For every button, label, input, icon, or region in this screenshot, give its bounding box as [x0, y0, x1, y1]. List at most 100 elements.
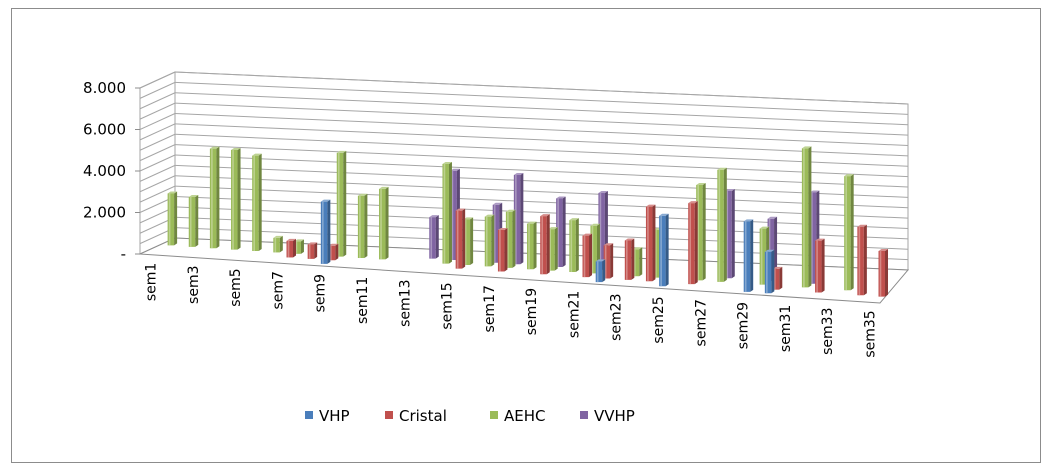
- x-tick-label: sem27: [693, 299, 709, 346]
- gridline-side: [139, 92, 176, 110]
- y-tick-label: -: [121, 245, 126, 263]
- bar-vhp-sem22: [595, 259, 606, 283]
- gridline: [174, 175, 909, 209]
- x-tick-label: sem23: [609, 294, 625, 341]
- gridline: [174, 164, 909, 198]
- bar-cristal-sem22: [603, 243, 614, 279]
- gridline-side: [139, 175, 176, 193]
- bar-vhp-sem25: [659, 213, 669, 287]
- bar-cristal-sem17: [497, 227, 508, 272]
- x-tick-label: sem21: [566, 291, 582, 338]
- legend-item-vvhp: VVHP: [580, 407, 635, 425]
- gridline: [174, 196, 909, 229]
- bar-aehc-sem16: [484, 214, 495, 267]
- bar-aehc-sem31: [801, 146, 812, 288]
- chart-legend: VHP Cristal AEHC VVHP: [305, 407, 635, 425]
- x-axis-ticks: sem1 sem3 sem5 sem7 sem9 sem11 sem13 sem15 sem17…: [144, 263, 879, 358]
- gridline-side: [139, 71, 176, 89]
- legend-swatch: [385, 411, 393, 419]
- bar-vvhp-sem27: [725, 189, 735, 279]
- chart-bars: [167, 146, 889, 297]
- gridline: [174, 102, 909, 136]
- bar-aehc-sem18: [527, 221, 537, 270]
- x-tick-label: sem31: [778, 305, 794, 352]
- bar-cristal-sem34: [857, 224, 867, 296]
- bar-cristal-sem19: [540, 214, 550, 275]
- gridline: [174, 154, 909, 188]
- x-tick-label: sem3: [186, 266, 202, 304]
- legend-item-cristal: Cristal: [385, 407, 447, 425]
- bar-cristal-sem15: [455, 208, 466, 269]
- legend-label: VHP: [319, 407, 350, 425]
- bar-cristal-sem24: [645, 204, 656, 282]
- y-tick-label: 2.000: [83, 204, 126, 222]
- bar-aehc-sem1: [167, 191, 178, 246]
- gridline-side: [139, 144, 176, 162]
- y-tick-label: 6.000: [83, 121, 126, 139]
- bar-vhp-sem30: [764, 249, 775, 294]
- gridline: [174, 144, 909, 178]
- bar-aehc-sem33: [844, 174, 854, 291]
- bar-vvhp-sem17: [513, 172, 524, 265]
- gridline: [174, 81, 909, 115]
- legend-swatch: [305, 411, 313, 419]
- bar-aehc-sem7: [294, 239, 304, 254]
- gridline-side: [139, 164, 176, 182]
- chart-gridlines: [139, 71, 909, 261]
- bar-vvhp-sem19: [556, 196, 566, 267]
- gridline: [174, 123, 909, 157]
- bar-cristal-sem30: [772, 266, 783, 290]
- x-tick-label: sem7: [270, 271, 286, 309]
- gridline: [174, 133, 909, 167]
- y-tick-label: 4.000: [83, 162, 126, 180]
- bar-cristal-sem8: [307, 242, 318, 259]
- bar-aehc-sem5: [252, 153, 262, 252]
- y-tick-label: 8.000: [83, 79, 126, 97]
- bar-aehc-sem3: [209, 146, 220, 249]
- x-tick-label: sem1: [144, 263, 160, 301]
- y-axis-ticks: - 2.000 4.000 6.000 8.000: [83, 79, 140, 263]
- bar-cristal-sem32: [815, 238, 825, 293]
- gridline-side: [139, 113, 176, 130]
- bar-aehc-sem11: [379, 186, 389, 260]
- legend-item-aehc: AEHC: [490, 407, 546, 425]
- bar-aehc-sem14: [442, 162, 452, 264]
- x-tick-label: sem33: [820, 308, 836, 355]
- gridline: [174, 185, 909, 219]
- bar-cristal-sem35: [878, 249, 889, 297]
- bar-aehc-sem17: [505, 209, 516, 268]
- bar-vhp-sem9: [320, 199, 331, 264]
- gridline-side: [139, 123, 176, 141]
- x-tick-label: sem25: [651, 296, 667, 343]
- bar-cristal-sem23: [624, 238, 635, 280]
- gridline-side: [139, 81, 176, 99]
- bar-cristal-sem26: [688, 201, 698, 285]
- x-tick-label: sem9: [313, 274, 329, 312]
- x-tick-label: sem5: [228, 268, 244, 306]
- gridline: [174, 92, 909, 126]
- bar-aehc-sem9: [336, 150, 347, 257]
- bar-cristal-sem9: [328, 243, 339, 261]
- x-tick-label: sem11: [355, 277, 371, 324]
- gridline-side: [139, 154, 176, 172]
- legend-swatch: [580, 411, 588, 419]
- bar-aehc-sem15: [463, 217, 474, 266]
- x-tick-label: sem15: [440, 282, 456, 329]
- bar-cristal-sem21: [582, 233, 593, 278]
- gridline-side: [139, 133, 176, 151]
- gridline-side: [139, 102, 176, 120]
- x-tick-label: sem29: [736, 302, 752, 349]
- x-tick-label: sem17: [482, 285, 498, 332]
- bar-aehc-sem2: [188, 195, 199, 247]
- legend-label: VVHP: [594, 407, 635, 425]
- gridline: [174, 113, 909, 146]
- bar-aehc-sem26: [696, 182, 706, 281]
- bar-cristal-sem7: [286, 238, 297, 258]
- legend-label: Cristal: [399, 407, 447, 425]
- x-tick-label: sem35: [862, 310, 878, 357]
- bar-vvhp-sem13: [429, 215, 439, 259]
- bar-aehc-sem23: [632, 247, 643, 277]
- bar-aehc-sem19: [548, 227, 558, 271]
- legend-label: AEHC: [504, 407, 546, 425]
- gridline-side: [139, 185, 176, 203]
